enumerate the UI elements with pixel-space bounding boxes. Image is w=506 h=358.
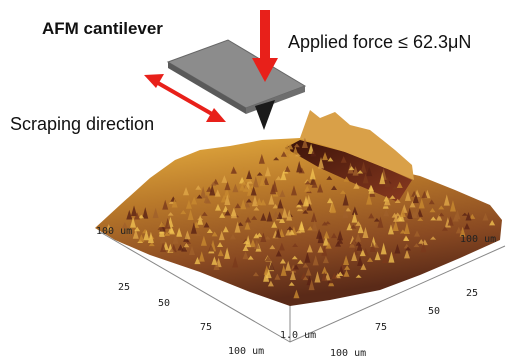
label: AFM cantilever — [42, 19, 163, 38]
axis-label: 1.0 um — [280, 330, 316, 341]
axis-label: 100 um — [460, 234, 496, 245]
cantilever — [168, 40, 305, 130]
axis-label: 75 — [200, 322, 212, 333]
label: Scraping direction — [10, 114, 154, 134]
axis-label: 75 — [375, 322, 387, 333]
axis-label: 25 — [118, 282, 130, 293]
axis-label: 25 — [466, 288, 478, 299]
axis-label: 50 — [158, 298, 170, 309]
axis-label: 50 — [428, 306, 440, 317]
afm-surface — [95, 138, 502, 306]
label: Applied force ≤ 62.3μN — [288, 32, 471, 52]
axis-label: 100 um — [330, 348, 366, 358]
figure: AFM cantilever Applied force ≤ 62.3μN Sc… — [0, 0, 506, 358]
axis-label: 100 um — [96, 226, 132, 237]
axis-label: 100 um — [228, 346, 264, 357]
